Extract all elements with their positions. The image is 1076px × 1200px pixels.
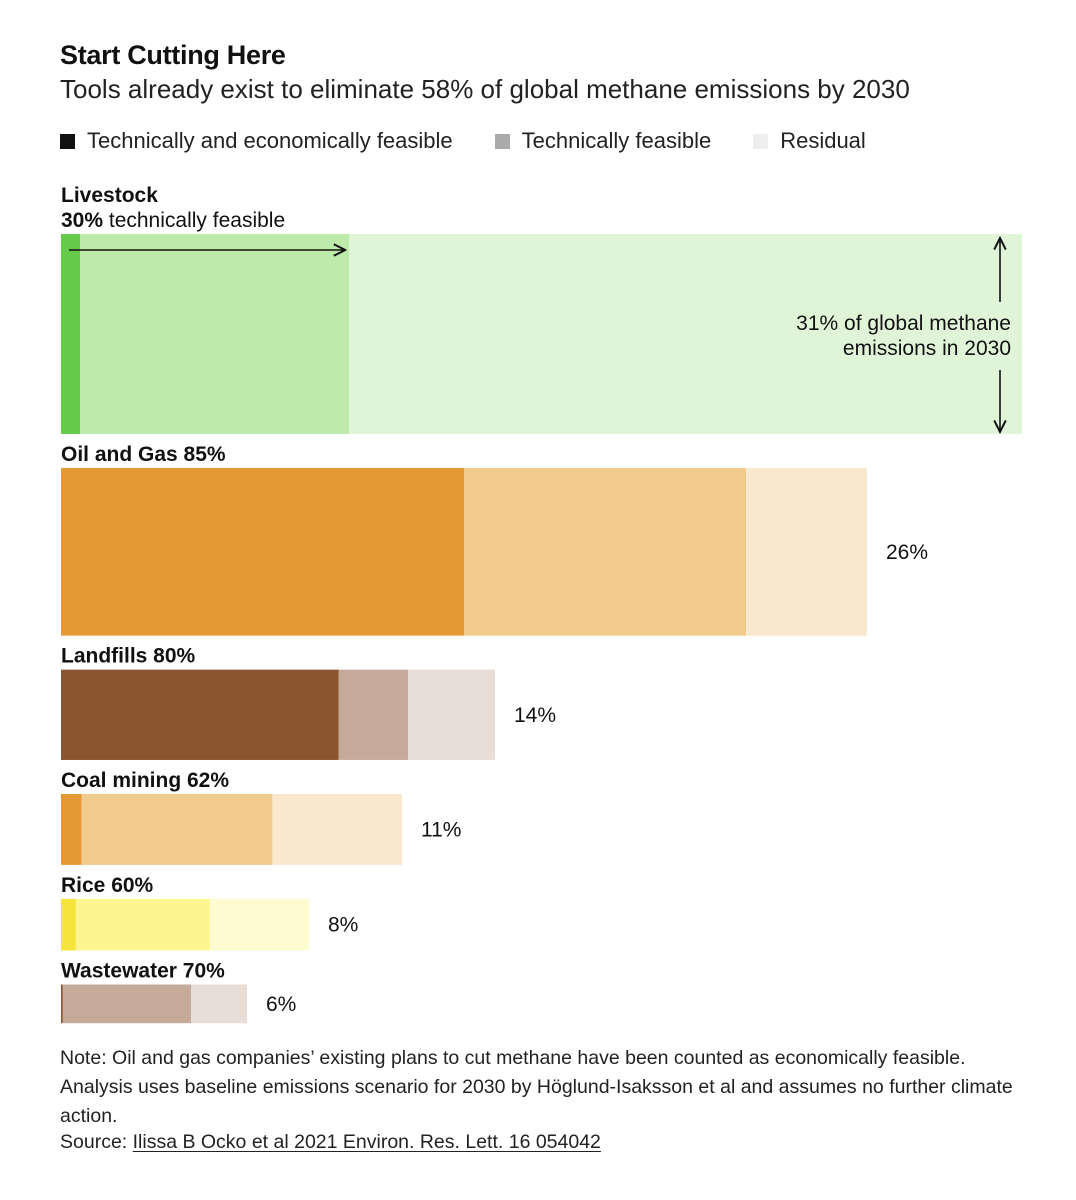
bar-livestock-econ xyxy=(61,234,81,434)
bar-wastewater-residual xyxy=(191,984,247,1024)
source-link[interactable]: Ilissa B Ocko et al 2021 Environ. Res. L… xyxy=(132,1131,601,1153)
chart-source: Source: Ilissa B Ocko et al 2021 Environ… xyxy=(60,1131,601,1154)
sector-label-livestock: Livestock xyxy=(61,184,158,207)
bar-oil-and-gas-econ xyxy=(61,467,464,636)
legend-label-econ: Technically and economically feasible xyxy=(87,128,453,153)
share-label-landfills: 14% xyxy=(514,704,556,727)
legend: Technically and economically feasible Te… xyxy=(60,128,908,154)
bar-wastewater-tech xyxy=(62,984,192,1024)
sector-label-rice: Rice 60% xyxy=(61,874,154,897)
share-label-rice: 8% xyxy=(328,914,358,937)
sector-label-coal-mining: Coal mining 62% xyxy=(61,769,229,792)
chart-subtitle: Tools already exist to eliminate 58% of … xyxy=(60,74,910,104)
bar-rice-tech xyxy=(75,898,210,951)
legend-swatch-tech xyxy=(494,133,510,149)
legend-item-residual: Residual xyxy=(753,128,866,154)
share-label-wastewater: 6% xyxy=(266,993,296,1016)
legend-label-residual: Residual xyxy=(780,128,866,153)
chart-note: Note: Oil and gas companies’ existing pl… xyxy=(60,1047,1013,1127)
livestock-feasible-note: 30% technically feasible xyxy=(61,209,285,232)
legend-swatch-econ xyxy=(60,133,75,149)
share-label-coal-mining: 11% xyxy=(421,818,461,841)
chart-title: Start Cutting Here xyxy=(60,40,286,70)
source-prefix: Source: xyxy=(60,1131,133,1153)
bar-livestock-residual xyxy=(349,234,1022,434)
sector-label-oil-and-gas: Oil and Gas 85% xyxy=(61,443,226,466)
bar-rice-residual xyxy=(209,898,309,951)
legend-label-tech: Technically feasible xyxy=(521,128,712,153)
bar-oil-and-gas-tech xyxy=(464,467,747,636)
sector-label-wastewater: Wastewater 70% xyxy=(61,960,225,983)
bar-landfills-tech xyxy=(338,669,409,760)
legend-item-econ: Technically and economically feasible xyxy=(60,128,453,154)
sector-label-landfills: Landfills 80% xyxy=(61,645,196,668)
livestock-share-label-line2: emissions in 2030 xyxy=(843,337,1011,360)
bar-landfills-residual xyxy=(408,669,495,760)
bar-landfills-econ xyxy=(61,669,339,760)
bar-rice-econ xyxy=(61,898,76,951)
legend-swatch-residual xyxy=(753,133,769,149)
livestock-share-label-line1: 31% of global methane xyxy=(796,312,1011,335)
share-label-oil-and-gas: 26% xyxy=(886,541,928,564)
bar-coal-mining-econ xyxy=(61,793,82,865)
bar-coal-mining-tech xyxy=(81,793,273,865)
bar-oil-and-gas-residual xyxy=(746,467,867,636)
bar-livestock-tech xyxy=(80,234,350,434)
legend-item-tech: Technically feasible xyxy=(494,128,712,154)
bar-coal-mining-residual xyxy=(272,793,402,865)
bar-wastewater-econ xyxy=(61,984,63,1024)
